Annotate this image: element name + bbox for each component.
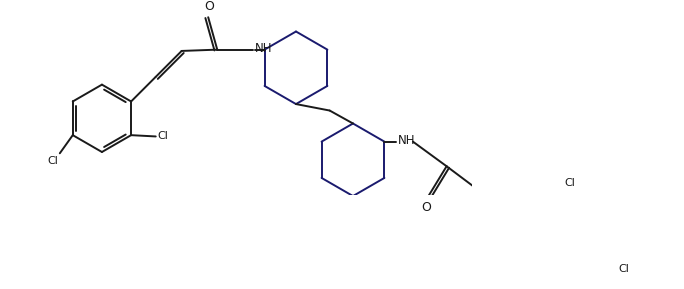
Text: Cl: Cl (48, 156, 59, 166)
Text: O: O (421, 201, 432, 214)
Text: NH: NH (398, 134, 415, 147)
Text: Cl: Cl (564, 178, 575, 188)
Text: NH: NH (255, 42, 272, 55)
Text: O: O (204, 0, 214, 13)
Text: Cl: Cl (618, 264, 629, 274)
Text: Cl: Cl (157, 131, 168, 141)
